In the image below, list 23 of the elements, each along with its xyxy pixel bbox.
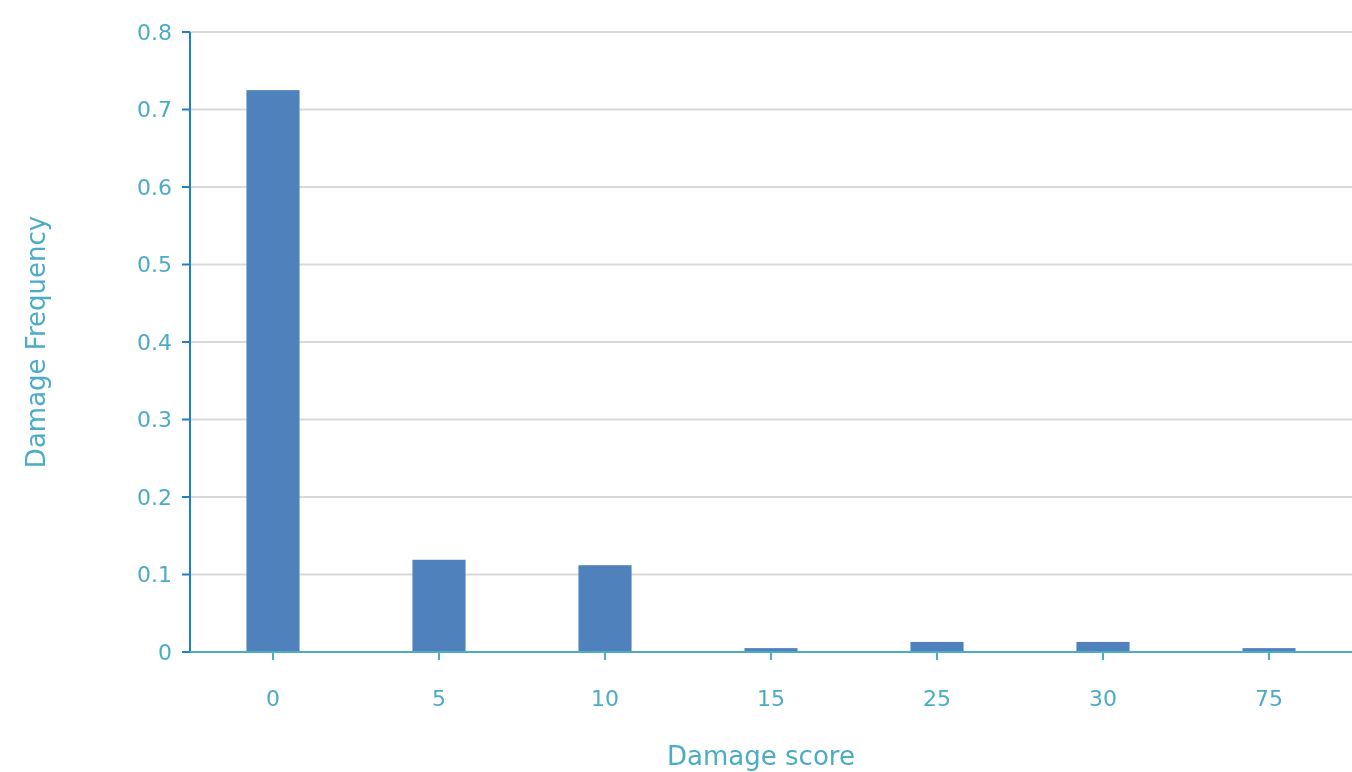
y-tick-label: 0.7 bbox=[137, 97, 172, 123]
y-axis-title: Damage Frequency bbox=[21, 215, 51, 469]
y-tick-label: 0.6 bbox=[137, 174, 172, 200]
x-tick-label: 5 bbox=[432, 686, 446, 711]
x-tick-label: 10 bbox=[591, 686, 619, 711]
bar bbox=[1076, 641, 1130, 652]
x-tick-label: 30 bbox=[1089, 686, 1117, 711]
y-tick-label: 0.3 bbox=[137, 407, 172, 433]
bar bbox=[412, 559, 466, 652]
y-tick-label: 0.5 bbox=[137, 252, 172, 278]
y-tick-label: 0.4 bbox=[137, 329, 172, 355]
x-axis-title: Damage score bbox=[667, 741, 855, 771]
bar bbox=[578, 565, 632, 652]
y-tick-label: 0.8 bbox=[137, 19, 172, 45]
bar bbox=[910, 641, 964, 652]
x-tick-label: 25 bbox=[923, 686, 951, 711]
y-tick-label: 0.1 bbox=[137, 562, 172, 588]
x-tick-label: 0 bbox=[266, 686, 280, 711]
bar bbox=[246, 90, 300, 652]
y-tick-label: 0 bbox=[158, 639, 172, 665]
y-tick-label: 0.2 bbox=[137, 484, 172, 510]
x-tick-label: 15 bbox=[757, 686, 785, 711]
x-tick-label: 75 bbox=[1255, 686, 1283, 711]
